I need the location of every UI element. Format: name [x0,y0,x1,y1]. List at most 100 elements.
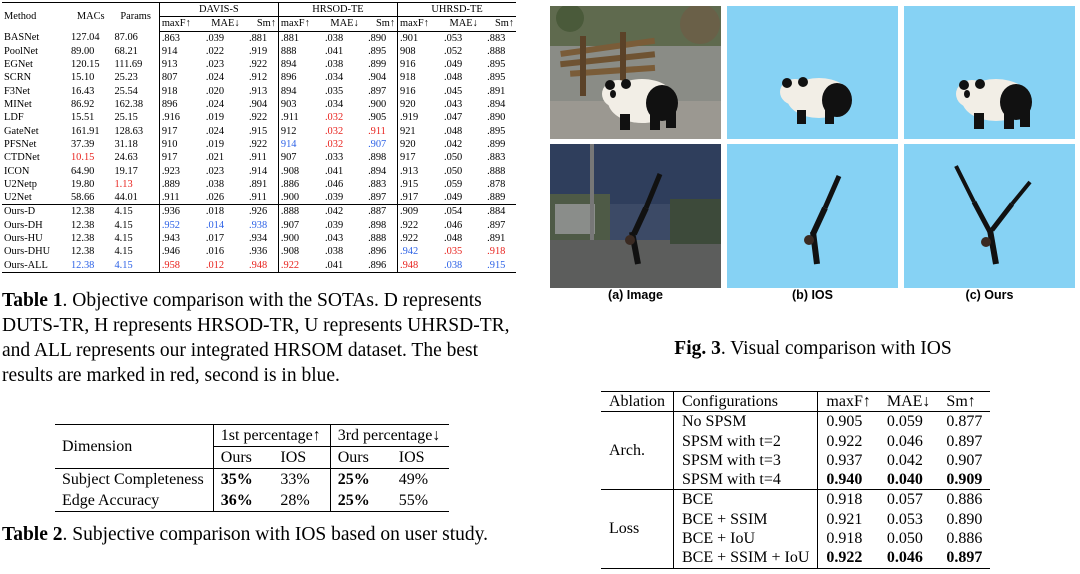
metric-cell: 0.886 [946,530,983,548]
metric-cell: .024 [205,99,225,111]
metric-cell: .894 [368,165,387,177]
configuration-label: SPSM with t=2 [672,431,818,451]
metric-cell: .904 [248,99,268,111]
table-row: Ours-ALL 12.38 4.15.958.012.948.922.041.89… [2,258,516,273]
metric-cell: .897 [487,219,506,231]
panda-photo-image [550,6,721,139]
metric-cell: .913 [397,164,443,178]
image-dancer-ours [904,144,1075,288]
metric-cell: 913 [158,58,204,72]
metric-cell: 0.059 [886,413,923,431]
table-row: BASNet 127.04 87.06.863.039.881.881.038.89… [2,31,516,45]
metric-cell: .032 [324,112,344,124]
metric-cell: .019 [205,112,225,124]
configuration-label: BCE [672,489,818,510]
metric-cell: .039 [324,219,344,231]
table2-header-row-2: Ours IOS Ours IOS [55,446,450,469]
metric-cell: .038 [205,178,225,190]
metric-cell: .049 [444,192,463,204]
header-maxf: maxF↑ [817,390,879,413]
metric-cell: 0.897 [938,548,991,569]
metric-cell: 921 [397,124,443,138]
metric-cell: 0.937 [817,450,879,471]
method-name: Ours-HU [4,233,43,245]
dimension-label: Subject Completeness [62,471,204,488]
metric-cell: .909 [397,204,443,219]
metric-cell: .035 [444,246,463,258]
table-row: Loss BCE 0.918 0.057 0.886 [601,489,991,569]
metric-cell: .922 [248,112,268,124]
metric-header: Sm↑ [485,16,516,32]
metric-cell: .912 [248,72,268,84]
metric-cell: 894 [277,58,323,72]
header-ablation: Ablation [601,390,674,413]
metric-cell: 894 [277,84,323,99]
metric-cell: .026 [205,192,225,204]
params-value: 87.06 [114,32,138,44]
cell: 49% [398,471,429,488]
metric-cell: .032 [324,125,344,137]
metric-cell: 917 [158,124,204,138]
image-panda-ours [904,6,1075,139]
table-ablation: Ablation Configurations maxF↑ MAE↓ Sm↑ A… [601,390,991,569]
metric-cell: 0.905 [817,411,879,432]
cell: 28% [273,490,331,512]
table-row: U2Netp 19.80 1.13 .889.038 .891 .886.046 .883.… [2,177,516,192]
metric-cell: .899 [487,138,506,150]
figure3-caption: Fig. 3. Visual comparison with IOS [550,336,1076,361]
metric-cell: .048 [444,233,463,245]
metric-cell: .041 [322,258,367,273]
metric-cell: .889 [158,177,204,192]
metric-cell: .958 [158,258,204,273]
metric-cell: .900 [277,232,323,246]
cell: 25% [329,490,392,512]
method-name: EGNet [4,59,33,71]
table-row: Ours-D 12.38 4.15.936.018.926.888.042.887.… [2,204,516,219]
metric-cell: .039 [205,32,225,44]
metric-cell: 920 [397,137,443,152]
dancer-photo-image [550,144,721,288]
metric-cell: .916 [158,111,204,125]
table-row: EGNet 120.15 111.69 913.023 .922 894.038 .899 9… [2,58,516,72]
metric-cell: 918 [397,71,443,85]
table-row: ICON 64.90 19.17 .923.023 .914 .908.041 .894 .9… [2,164,516,178]
macs-value: 161.91 [70,125,100,137]
metric-cell: 0.053 [886,510,923,528]
metric-cell: .915 [397,177,443,192]
configuration-label: BCE + IoU [672,529,818,549]
metric-cell: .895 [487,59,506,71]
metric-cell: .904 [368,72,387,84]
metric-header: maxF↑ [158,16,204,32]
cell: 36% [212,490,274,512]
metric-cell: 916 [397,58,443,72]
method-name: Ours-DH [4,219,43,231]
header-macs: MACs [68,2,113,32]
table-row: LDF 15.51 25.15 .916.019 .922 .911.032 .905 .91… [2,111,516,125]
params-value: 1.13 [114,178,133,190]
table-row: SCRN 15.10 25.23 807.024 .912 896.034 .904 918.… [2,71,516,85]
macs-value: 12.38 [70,233,95,245]
metric-cell: .883 [487,32,506,44]
method-name: CTDNet [4,152,40,164]
metric-cell: .890 [368,32,387,44]
table1-header-row-1: Method MACs Params DAVIS-S HRSOD-TE UHRS… [2,1,516,32]
metric-cell: .901 [397,31,443,45]
metric-cell: .046 [444,219,463,231]
header-dimension: Dimension [55,424,214,469]
macs-value: 12.38 [68,204,113,219]
method-name: F3Net [4,85,30,97]
macs-value: 12.38 [70,219,95,231]
caption-label: Fig. 3 [674,338,721,359]
metric-cell: .888 [487,165,506,177]
metric-cell: .047 [444,112,463,124]
table-row: Ours-DHU 12.38 4.15 .946.016 .936 .908.038 .89… [2,245,516,259]
metric-cell: 912 [277,124,323,138]
macs-value: 127.04 [70,32,100,44]
macs-value: 12.38 [68,258,113,273]
table-row: Ours-HU 12.38 4.15 .943.017 .934 .900.043 .888… [2,232,516,246]
metric-cell: .038 [324,246,344,258]
panda-ios-mask-image [780,77,852,124]
metric-header: maxF↑ [397,16,443,32]
macs-value: 19.80 [70,178,95,190]
caption-text: . Subjective comparison with IOS based o… [62,524,489,545]
